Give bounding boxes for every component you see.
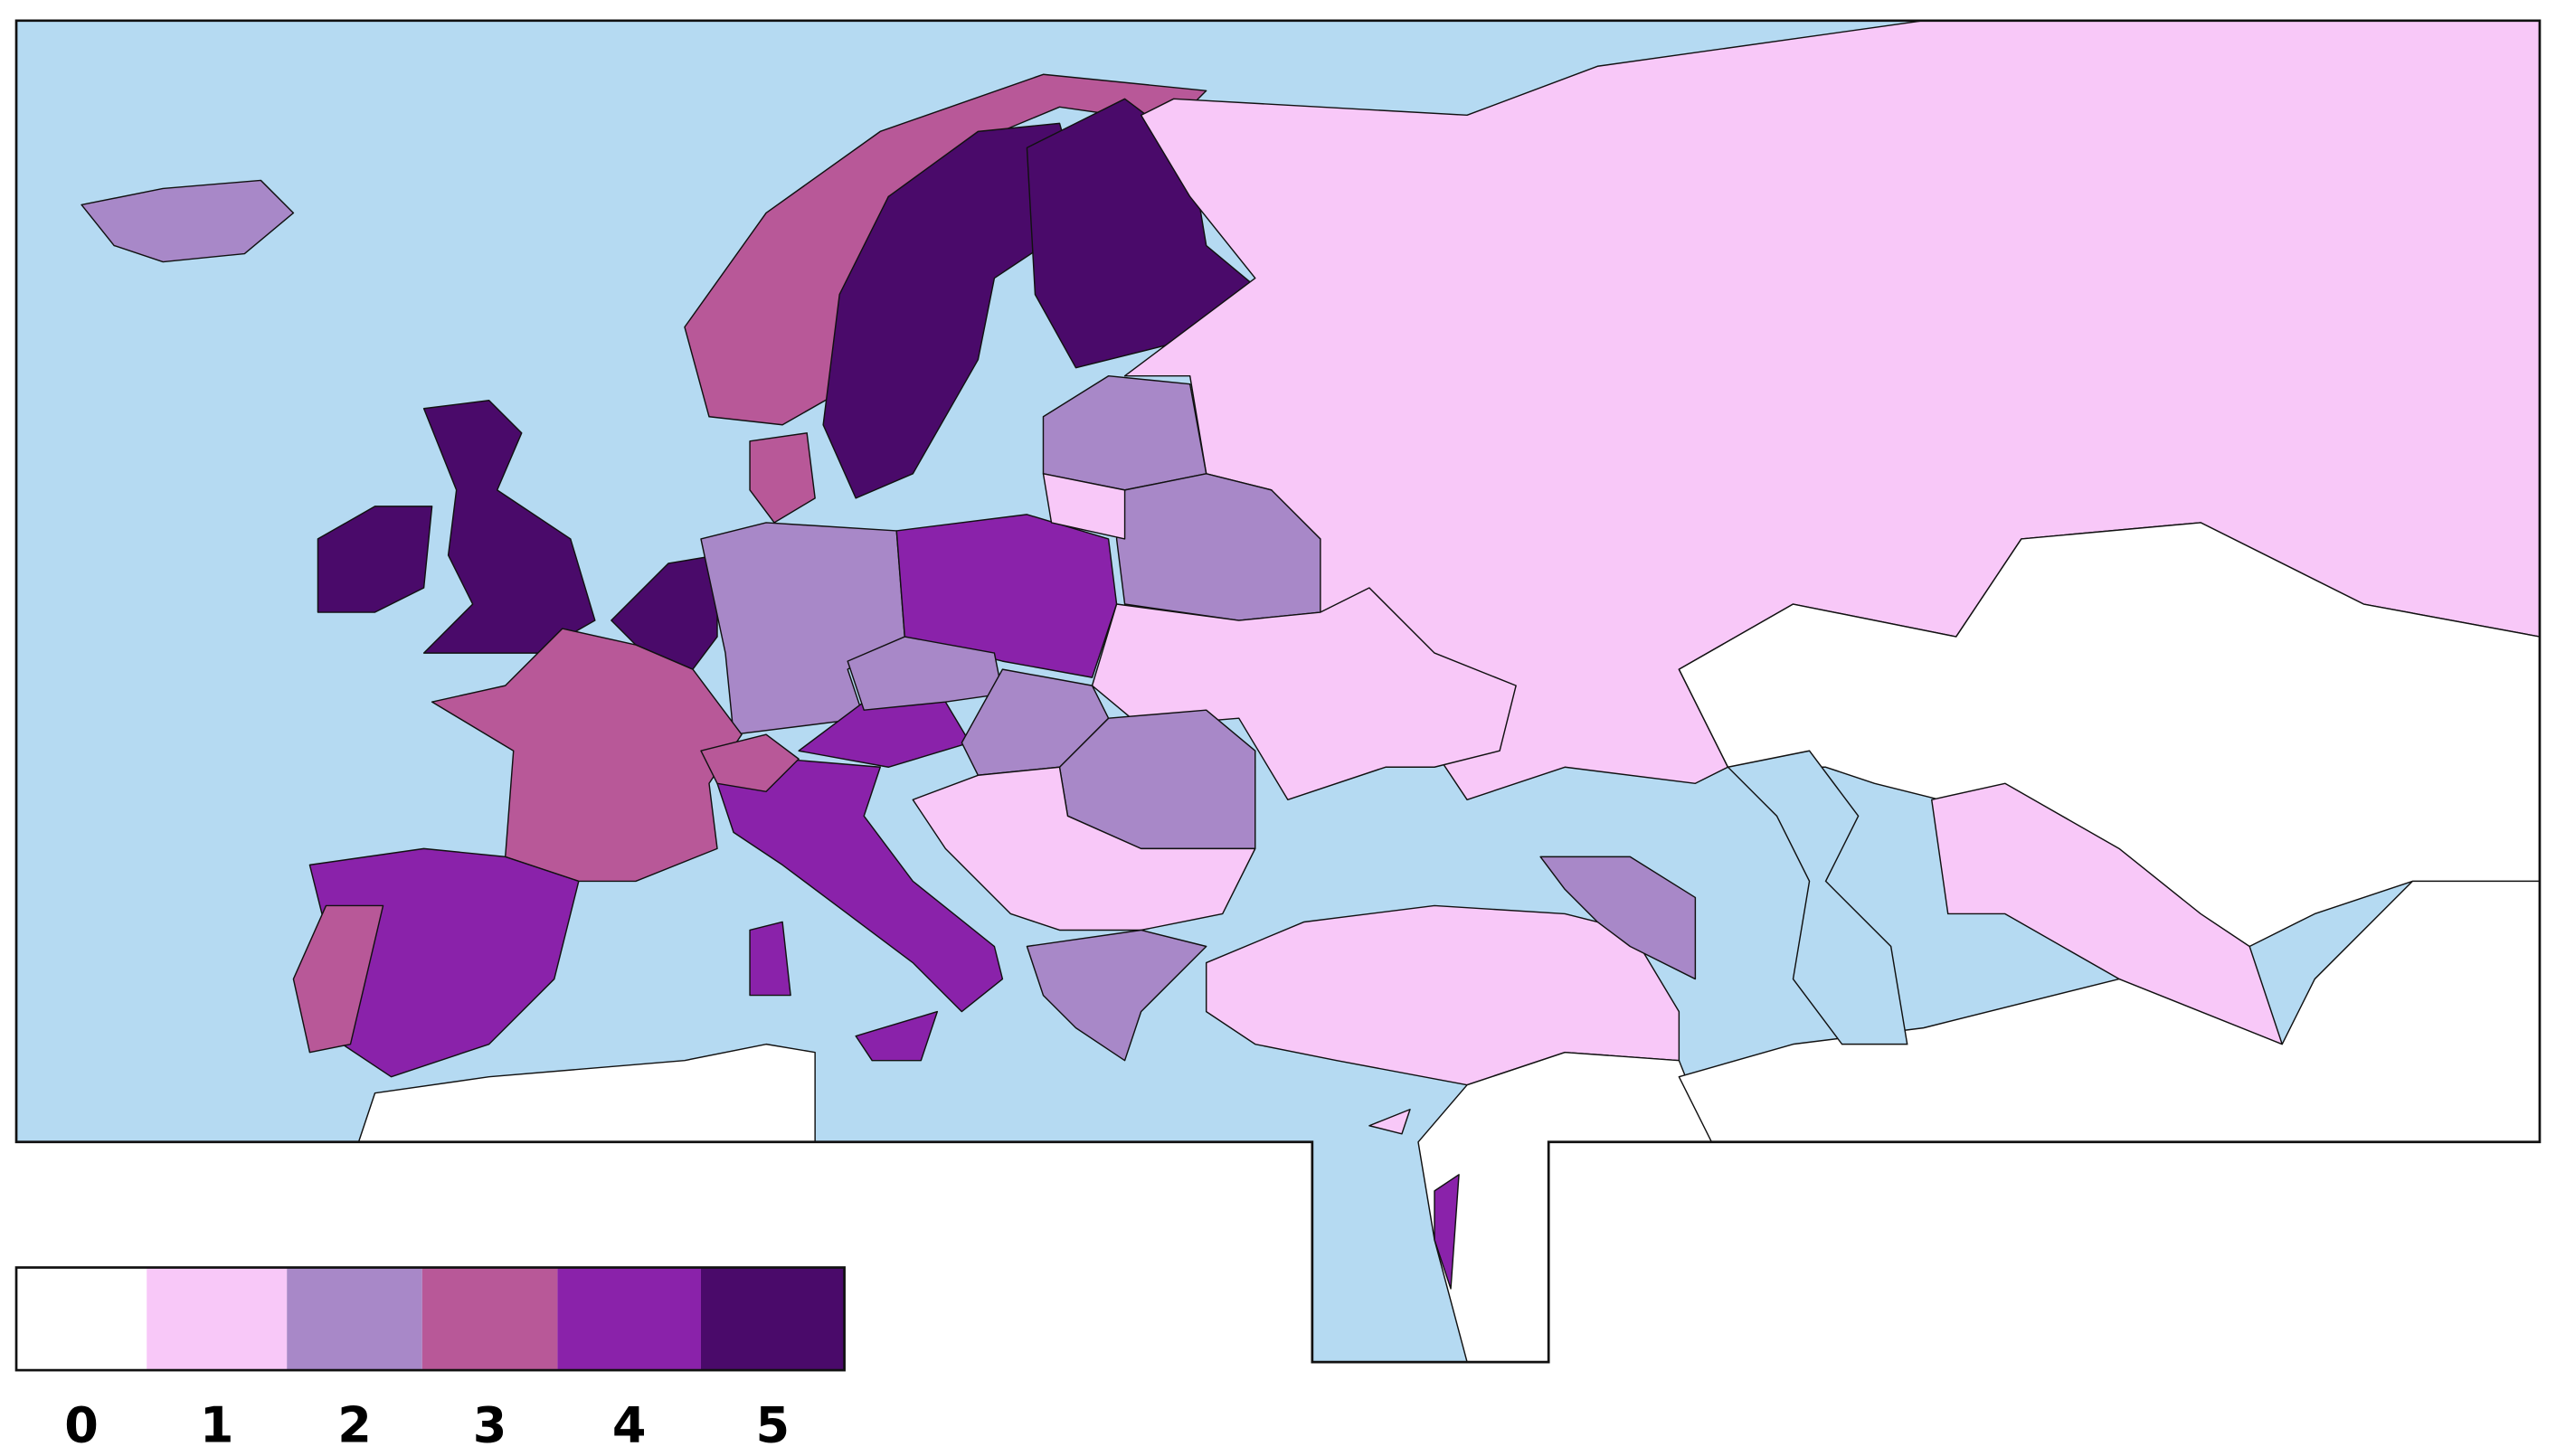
map-frame	[14, 19, 2542, 1364]
region	[1678, 522, 2540, 948]
region	[80, 179, 295, 263]
legend-label: 1	[200, 1397, 234, 1454]
region	[292, 904, 384, 1054]
region	[912, 766, 1256, 931]
legend-swatch	[287, 1267, 422, 1371]
region	[684, 73, 1207, 426]
legend-swatch	[147, 1267, 288, 1371]
region	[798, 701, 971, 768]
legend-label: 0	[64, 1397, 99, 1454]
region	[855, 1010, 939, 1062]
region	[822, 122, 1077, 499]
legend-border	[14, 1266, 846, 1372]
legend-label: 5	[755, 1397, 790, 1454]
legend-swatch	[421, 1267, 558, 1371]
legend-swatch	[16, 1267, 147, 1371]
region	[1539, 856, 1697, 980]
inland-sea	[1726, 750, 1908, 1045]
legend-label: 2	[337, 1397, 372, 1454]
legend-swatch	[557, 1267, 701, 1371]
region	[1042, 473, 1126, 540]
legend: 0 1 2 3 4 5	[14, 1266, 846, 1454]
region	[1417, 1051, 1713, 1363]
region	[749, 921, 791, 997]
region	[1434, 1174, 1460, 1290]
region	[749, 432, 816, 524]
regions	[80, 20, 2540, 1363]
region	[700, 733, 800, 793]
legend-swatch	[700, 1267, 845, 1371]
region	[1026, 929, 1207, 1062]
region	[1368, 1109, 1411, 1135]
legend-label: 3	[473, 1397, 507, 1454]
region	[317, 506, 433, 613]
region	[700, 522, 905, 735]
region	[1678, 880, 2540, 1143]
region	[1123, 20, 2540, 801]
legend-label: 4	[612, 1397, 647, 1454]
region	[716, 758, 1004, 1013]
